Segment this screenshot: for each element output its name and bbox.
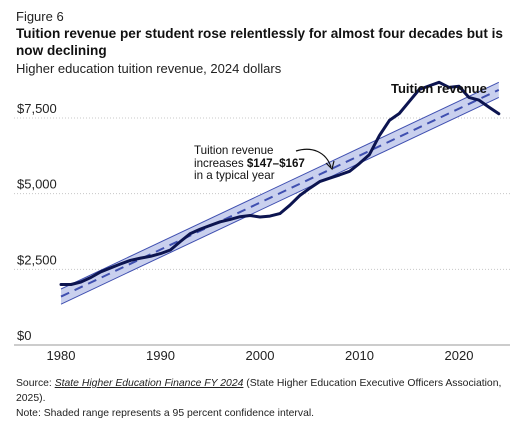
axis-ticks: $0 $2,500 $5,000 $7,500 1980 1990 2000 2010 2020 [17, 101, 473, 363]
source-prefix: Source: [16, 378, 55, 389]
series-line-tuition-revenue [59, 80, 501, 286]
footer: Source: State Higher Education Finance F… [16, 376, 525, 421]
trend-line [60, 88, 500, 298]
figure-label: Figure 6 [16, 9, 64, 24]
annotation-arrow [295, 148, 332, 168]
annotation-prefix: increases [194, 156, 247, 170]
gridlines [14, 117, 510, 346]
series-label-tuition-revenue: Tuition revenue [391, 81, 487, 96]
y-tick-label: $0 [17, 328, 31, 343]
annotation-range: $147–$167 [246, 156, 305, 170]
confidence-band-upper-edge [60, 81, 500, 290]
annotation-line-3: in a typical year [194, 169, 275, 182]
x-tick-label: 1990 [146, 348, 175, 363]
chart-title: Tuition revenue per student rose relentl… [16, 26, 503, 58]
annotation-arrow-group [295, 148, 335, 171]
x-tick-label: 2000 [246, 348, 275, 363]
source-link[interactable]: State Higher Education Finance FY 2024 [54, 378, 244, 389]
trend-annotation: Tuition revenue increases $147–$167 in a… [194, 144, 305, 183]
annotation-arrowhead [325, 160, 335, 171]
x-tick-label: 1980 [47, 348, 76, 363]
annotation-line-1: Tuition revenue [194, 144, 274, 157]
annotation-line-2: increases $147–$167 [194, 156, 305, 171]
trend-line-dashed [60, 88, 500, 298]
source-suffix: (State Higher Education Executive Office… [16, 378, 502, 404]
y-tick-label: $5,000 [17, 177, 57, 192]
y-tick-label: $2,500 [17, 252, 57, 267]
series-lines [59, 80, 501, 286]
note-line: Note: Shaded range represents a 95 perce… [16, 408, 315, 419]
x-tick-label: 2020 [445, 348, 474, 363]
chart-subtitle: Higher education tuition revenue, 2024 d… [16, 61, 282, 76]
y-tick-label: $7,500 [17, 101, 57, 116]
x-tick-label: 2010 [345, 348, 374, 363]
confidence-band-lower-edge [60, 96, 500, 305]
source-line: Source: State Higher Education Finance F… [16, 376, 525, 406]
